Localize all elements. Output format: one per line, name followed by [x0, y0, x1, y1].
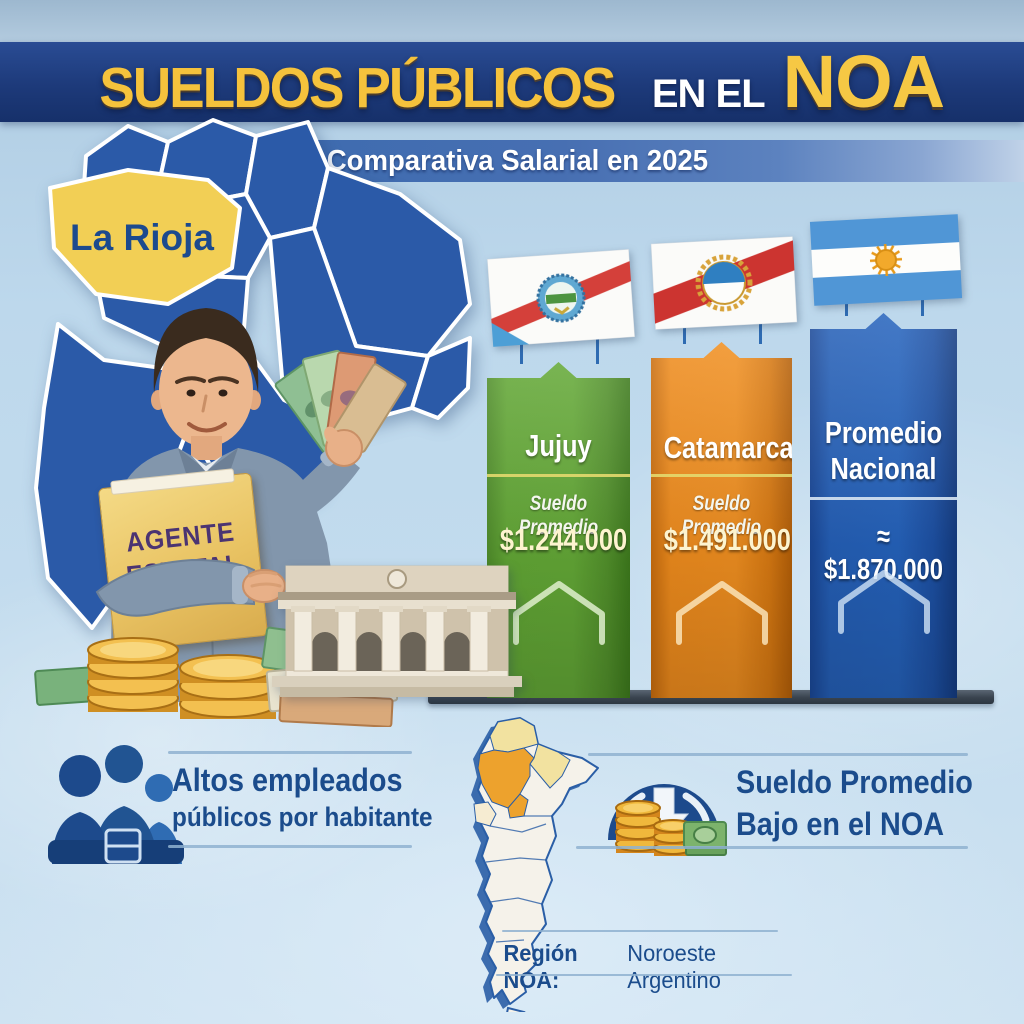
subtitle: Comparativa Salarial en 2025 — [327, 144, 709, 177]
right-fact-line1: Sueldo Promedio — [736, 764, 973, 800]
bar-nacional-label: Promedio Nacional — [824, 415, 943, 486]
bar-catamarca-sublabel: Sueldo Promedio — [681, 492, 762, 539]
divider-line — [588, 753, 968, 756]
bar-jujuy-sublabel: Sueldo Promedio — [518, 492, 599, 539]
jujuy-flag-icon — [487, 249, 635, 347]
coin-stack-icon — [615, 800, 661, 853]
caption-bold: Región NOA: — [503, 940, 578, 993]
divider-line — [576, 846, 968, 849]
bar-jujuy: Jujuy Sueldo Promedio $1.244.000 — [487, 362, 630, 698]
bar-catamarca: Catamarca Sueldo Promedio $1.491.000 — [651, 342, 792, 698]
government-building-icon — [272, 565, 522, 697]
flag-post — [759, 316, 762, 344]
bar-jujuy-label: Jujuy — [525, 428, 592, 463]
title-part-3: NOA — [782, 40, 945, 123]
up-arrow-icon — [825, 563, 943, 635]
up-arrow-icon — [663, 574, 781, 646]
argentina-noa-map — [471, 717, 599, 1012]
right-fact-line2: Bajo en el NOA — [736, 806, 945, 842]
coins-and-bills-icon — [34, 626, 398, 727]
bar-jujuy-value: $1.244.000 — [499, 522, 628, 557]
bar-catamarca-label: Catamarca — [663, 430, 794, 465]
people-group-icon — [48, 745, 184, 864]
up-arrow-icon — [500, 574, 618, 646]
bar-jujuy-divider — [487, 474, 630, 477]
left-fact-line2: públicos por habitante — [172, 802, 433, 832]
divider-line — [168, 845, 412, 848]
flag-post — [520, 336, 523, 364]
catamarca-flag-icon — [650, 236, 798, 330]
coin-stack-icon — [87, 637, 179, 712]
coin-stack-icon — [653, 819, 693, 856]
top-strip — [0, 0, 1024, 42]
left-fact-line1: Altos empleados — [172, 762, 403, 798]
divider-line — [168, 751, 412, 754]
bar-catamarca-value: $1.491.000 — [663, 522, 791, 557]
money-bill-icon — [683, 821, 727, 856]
flag-post — [921, 288, 924, 316]
title-part-2: EN EL — [651, 72, 766, 116]
arm-over-folder — [95, 558, 286, 617]
caption: Región NOA: Noroeste Argentino — [504, 940, 789, 994]
caption-rest: Noroeste Argentino — [627, 940, 721, 993]
salary-decrease-icon — [608, 784, 727, 856]
title-banner: SUELDOS PÚBLICOS EN EL NOA — [0, 42, 1024, 122]
title-part-1: SUELDOS PÚBLICOS — [99, 56, 616, 120]
bar-promedio-nacional: Promedio Nacional ≈ $1.870.000 — [810, 313, 957, 698]
flag-post — [683, 316, 686, 344]
argentina-flag-icon — [809, 214, 963, 306]
bar-nacional-divider — [810, 497, 957, 500]
divider-line — [502, 930, 778, 932]
la-rioja-highlight — [48, 168, 242, 306]
divider-line — [496, 974, 792, 976]
la-rioja-label: La Rioja — [70, 217, 214, 258]
flag-post — [596, 336, 599, 364]
coin-stack-icon — [179, 654, 277, 719]
bar-catamarca-divider — [651, 474, 792, 477]
